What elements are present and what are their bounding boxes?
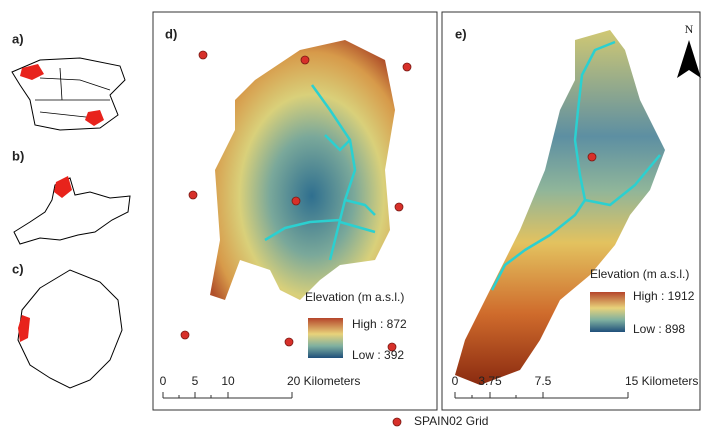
scale-label: 5 [192,374,199,388]
grid-point [587,152,597,162]
scale-label: 0 [452,374,459,388]
panel-frame [441,11,701,411]
highlight [85,110,104,126]
north-arrow [677,40,701,78]
legend-label: SPAIN02 Grid [414,414,488,428]
grid-point [394,202,404,212]
basin-outline [13,177,131,245]
basin-outline [17,269,123,389]
grid-point [284,337,294,347]
grid-point [402,62,412,72]
legend-high: High : 1912 [633,289,695,303]
scale-label: 15 Kilometers [625,374,698,388]
scale-label: 7.5 [535,374,552,388]
panel-label: a) [12,31,24,46]
legend-title: Elevation (m a.s.l.) [305,290,404,304]
scale-bar [454,392,629,399]
grid-point [180,330,190,340]
legend-low: Low : 898 [633,322,685,336]
legend-marker [392,417,402,427]
panel-label: e) [455,26,467,41]
region-lines [35,67,111,119]
river [490,40,661,291]
panel-e: e) N Elevation (m a.s.l.) High : 1912 Lo… [441,11,701,411]
grid-point [198,50,208,60]
scale-label: 20 Kilometers [287,374,360,388]
figure-legend: SPAIN02 Grid [392,414,488,428]
legend-title: Elevation (m a.s.l.) [590,267,689,281]
grid-point [300,55,310,65]
scale-label: 3.75 [478,374,502,388]
scale-bar [162,392,293,399]
elevation-map [210,40,395,300]
legend-ramp [308,318,343,358]
legend-high: High : 872 [352,317,407,331]
scale-label: 10 [221,374,235,388]
grid-point [188,190,198,200]
legend-low: Low : 392 [352,348,404,362]
highlight [54,176,72,198]
inset-maps: a) b) c) [11,31,131,389]
panel-d: d) Elevation (m a.s.l.) High : 872 Low :… [152,11,438,411]
panel-label: c) [12,261,24,276]
river [264,84,376,261]
panel-frame [152,11,438,411]
legend-ramp [590,292,625,332]
highlight [18,315,30,342]
grid-point [387,342,397,352]
panel-label: d) [165,26,177,41]
north-label: N [685,22,694,36]
scale-label: 0 [160,374,167,388]
elevation-map [455,30,665,385]
grid-points [180,50,412,352]
highlight [20,64,44,80]
grid-point [291,196,301,206]
panel-label: b) [12,148,24,163]
